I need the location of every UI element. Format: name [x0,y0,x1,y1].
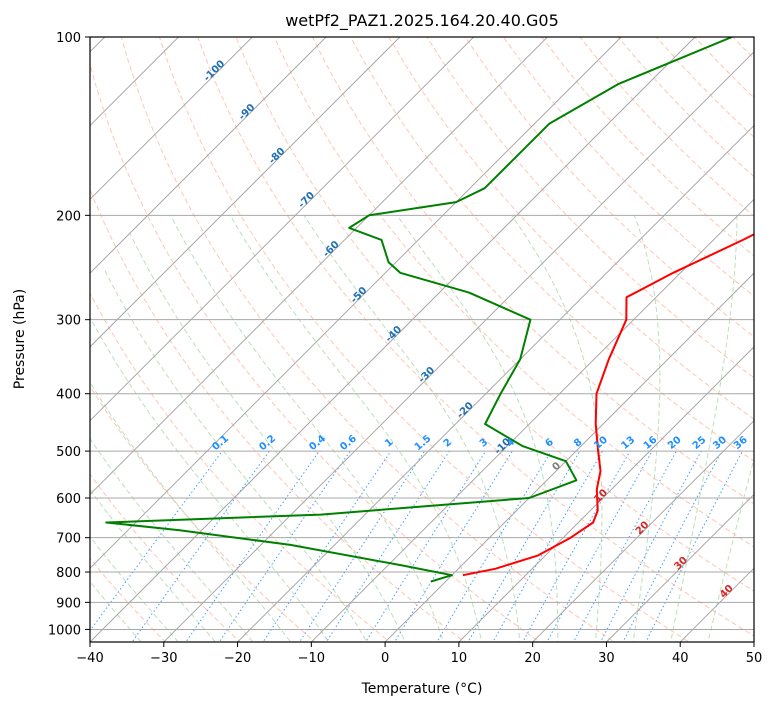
dry-adiabat-line [311,37,754,505]
x-tick-label: −40 [76,651,103,666]
x-tick-label: −20 [224,651,251,666]
dry-adiabat-line [90,62,541,642]
isobar-grid [90,37,754,630]
isotherm-line [90,37,622,569]
dry-adiabat-line [90,188,466,642]
dry-adiabat-line [197,37,754,637]
dry-adiabat-line [90,385,316,642]
y-tick-label: 400 [56,388,81,403]
plot-area: 0.1 0.2 0.4 0.6 1 1.5 2 3 4 6 8 10 13 16 20 25 30 36-100-… [90,37,754,642]
y-tick-label: 300 [56,314,81,329]
moist-adiabat-line [303,215,521,642]
y-tick-label: 600 [56,492,81,507]
isotherm-line [90,37,254,201]
isotherm-line [90,37,180,127]
isotherm-line [384,272,754,642]
x-tick-label: −30 [150,651,177,666]
isotherm-line [236,124,754,642]
temperature-profile-line [462,233,754,577]
y-tick-label: 100 [56,31,81,46]
profile-series [105,37,754,583]
x-tick-label: 30 [598,651,615,666]
isotherm-line [531,419,754,642]
dry-adiabat-line [90,292,391,642]
moist-adiabat-line [90,381,292,642]
dry-adiabat-line [90,557,167,642]
x-tick-label: 50 [746,651,763,666]
isotherm-line [90,37,696,642]
moist-adiabat-line [670,215,738,642]
y-tick-label: 800 [56,566,81,581]
y-tick-label: 200 [56,209,81,224]
dry-adiabat-line [235,37,754,592]
x-tick-label: 10 [451,651,468,666]
isotherm-line [163,51,754,642]
y-axis-ticks: 100 200 300 400 500 600 700 800 900 1000 [48,31,90,638]
isotherm-line [90,37,549,496]
moist-adiabat-line [102,267,368,642]
moist-adiabat-line [707,456,754,642]
moist-adiabat-line [129,233,406,642]
y-tick-label: 500 [56,445,81,460]
x-tick-label: −10 [298,651,325,666]
plot-frame [89,36,755,643]
isotherm-line [90,37,401,348]
x-tick-label: 0 [381,651,389,666]
moist-adiabat-line [90,488,217,642]
dry-adiabat-line [426,37,754,379]
x-tick-label: 20 [524,651,541,666]
isotherm-line [90,37,475,422]
x-axis-ticks: −40 −30 −20 −10 0 10 20 30 40 50 [76,642,762,666]
dry-adiabat-line [502,37,754,297]
y-tick-label: 1000 [48,623,81,638]
x-axis-title: Temperature (°C) [361,681,483,697]
dry-adiabat-line [273,37,754,548]
y-tick-label: 700 [56,532,81,547]
y-tick-label: 900 [56,596,81,611]
dry-adiabat-line [90,473,241,642]
moist-adiabat-line [396,215,559,642]
moist-adiabat-line [511,215,603,642]
moist-adiabat-line [632,215,661,642]
chart-title: wetPf2_PAZ1.2025.164.20.40.G05 [285,11,559,31]
moist-adiabat-line [90,437,254,642]
dry-adiabat-line [120,37,616,642]
moist-adiabats [90,215,754,642]
moist-adiabat-line [90,316,330,642]
dewpoint-profile-line [105,37,733,583]
isotherm-line [90,37,327,274]
isotherm-line [605,493,754,642]
dry-adiabats [90,37,754,642]
moist-adiabat-line [229,215,483,642]
x-tick-label: 40 [672,651,689,666]
dry-adiabat-line [388,37,754,420]
y-axis-title: Pressure (hPa) [12,289,28,389]
